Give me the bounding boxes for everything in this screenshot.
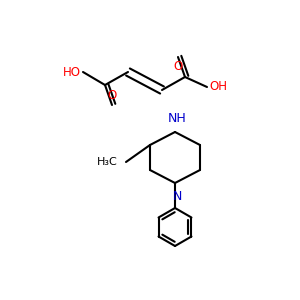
Text: NH: NH bbox=[168, 112, 186, 125]
Text: O: O bbox=[173, 60, 183, 73]
Text: O: O bbox=[107, 89, 117, 102]
Text: OH: OH bbox=[209, 80, 227, 94]
Text: HO: HO bbox=[63, 65, 81, 79]
Text: H₃C: H₃C bbox=[97, 157, 118, 167]
Text: N: N bbox=[172, 190, 182, 203]
